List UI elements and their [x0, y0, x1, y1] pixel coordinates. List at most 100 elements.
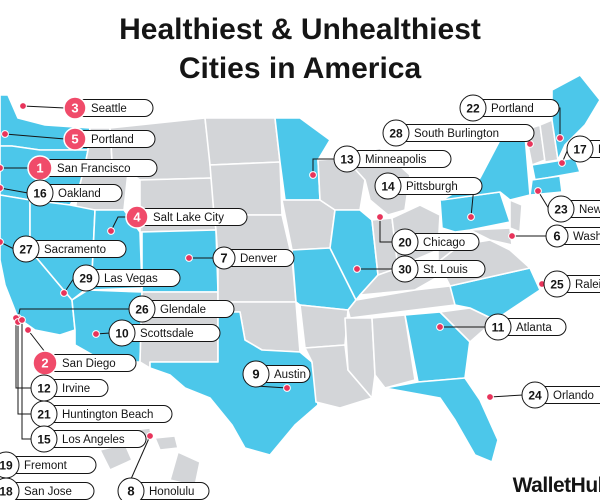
city-dot-st-louis-30 — [353, 265, 361, 273]
city-label-atlanta-11: 11 Atlanta — [484, 313, 567, 341]
city-name: San Francisco — [57, 163, 131, 175]
city-label-salt-lake-city-4: 4 Salt Lake City — [125, 205, 248, 229]
state-hawaii-3 — [154, 435, 179, 451]
rank-number: 19 — [0, 459, 13, 473]
city-label-orlando-24: 24 Orlando — [521, 381, 600, 409]
city-name: St. Louis — [423, 264, 468, 276]
rank-number: 13 — [340, 153, 354, 167]
rank-badge — [484, 313, 512, 341]
map-title-line-1: Healthiest & Unhealthiest — [119, 13, 481, 46]
wallethub-logo: WalletHub — [512, 474, 600, 497]
city-label-chicago-20: 20 Chicago — [391, 228, 480, 256]
rank-badge — [566, 135, 594, 163]
city-dot-seattle-3 — [19, 102, 27, 110]
rank-number: 15 — [37, 433, 51, 447]
city-name: Fremont — [24, 460, 68, 472]
state-maine — [551, 74, 600, 161]
city-dot-pittsburgh-14 — [467, 213, 475, 221]
leader-line-seattle-3 — [22, 105, 66, 109]
city-name: Honolulu — [149, 486, 194, 498]
rank-number: 4 — [133, 210, 141, 225]
leader-line-orlando-24 — [489, 394, 524, 398]
state-arkansas — [299, 304, 349, 349]
city-dot-san-diego-2 — [24, 326, 32, 334]
leader-line-los-angeles-15 — [21, 320, 32, 440]
state-texas — [149, 311, 319, 456]
leader-line-minneapolis-13 — [312, 158, 335, 175]
city-dot-austin-9 — [283, 384, 291, 392]
city-label-los-angeles-15: 15 Los Angeles — [30, 425, 147, 453]
city-label-pittsburgh-14: 14 Pittsburgh — [374, 172, 483, 200]
rank-badge — [0, 477, 20, 500]
city-name: Salt Lake City — [153, 212, 224, 224]
city-label-fremont-19: 19 Fremont — [0, 451, 97, 479]
rank-badge — [12, 235, 40, 263]
city-name: Washi — [573, 231, 600, 243]
rank-badge — [459, 94, 487, 122]
rank-badge — [545, 224, 569, 248]
rank-number: 26 — [135, 303, 149, 317]
city-label-irvine-12: 12 Irvine — [30, 374, 109, 402]
rank-badge — [72, 264, 100, 292]
leader-line-san-diego-2 — [27, 329, 46, 353]
state-mississippi — [344, 317, 376, 399]
map-title-line-2: Cities in America — [178, 52, 422, 85]
city-label-huntington-beach-21: 21 Huntington Beach — [30, 400, 173, 428]
state-new-jersey — [509, 199, 523, 233]
city-label-new-23: 23 New — [547, 195, 600, 223]
city-label-st-louis-30: 30 St. Louis — [391, 255, 486, 283]
city-name: Huntington Beach — [62, 409, 153, 421]
rank-number: 16 — [33, 187, 47, 201]
rank-badge — [212, 246, 236, 270]
state-south-dakota — [209, 161, 283, 216]
city-dot-atlanta-11 — [436, 323, 444, 331]
rank-number: 18 — [0, 485, 13, 499]
city-label-scottsdale-10: 10 Scottsdale — [108, 319, 221, 347]
city-label-portland-5: 5 Portland — [63, 127, 156, 151]
city-name: Seattle — [91, 103, 127, 115]
leader-line-oakland-16 — [0, 187, 29, 194]
state-new-york — [441, 134, 531, 201]
city-dot-denver-7 — [185, 254, 193, 262]
rank-number: 25 — [550, 278, 564, 292]
city-label-south-burlington-28: 28 South Burlington — [382, 119, 535, 147]
rank-number: 9 — [252, 367, 259, 382]
city-name: Chicago — [423, 237, 465, 249]
state-louisiana — [304, 344, 373, 409]
city-label-seattle-3: 3 Seattle — [63, 96, 154, 120]
city-name: Minneapolis — [365, 154, 427, 166]
rank-badge — [30, 425, 58, 453]
rank-badge — [333, 145, 361, 173]
rank-number: 29 — [79, 272, 93, 286]
city-label-sacramento-27: 27 Sacramento — [12, 235, 127, 263]
city-name: Portland — [491, 103, 534, 115]
city-name: B — [598, 144, 600, 156]
city-label-las-vegas-29: 29 Las Vegas — [72, 264, 181, 292]
city-name: Irvine — [62, 383, 90, 395]
city-name: Oakland — [58, 188, 101, 200]
city-name: Orlando — [553, 390, 594, 402]
city-label-san-francisco-1: 1 San Francisco — [27, 155, 158, 181]
rank-number: 12 — [37, 382, 51, 396]
rank-badge — [391, 255, 419, 283]
rank-badge — [117, 477, 145, 500]
state-maryland — [469, 227, 513, 246]
rank-number: 24 — [528, 389, 542, 403]
city-dot-chicago-20 — [376, 213, 384, 221]
city-dot-orlando-24 — [486, 393, 494, 401]
city-dot-minneapolis-13 — [309, 171, 317, 179]
rank-number: 3 — [71, 101, 78, 116]
rank-number: 21 — [37, 408, 51, 422]
rank-number: 17 — [573, 143, 587, 157]
leader-line-portland-5 — [4, 133, 66, 140]
city-name: Portland — [91, 134, 134, 146]
rank-number: 1 — [36, 161, 43, 176]
rank-badge — [521, 381, 549, 409]
state-north-dakota — [204, 117, 281, 166]
rank-number: 28 — [389, 127, 403, 141]
city-name: Las Vegas — [104, 273, 158, 285]
rank-badge — [382, 119, 410, 147]
city-label-ralei-25: 25 Ralei — [543, 270, 600, 298]
city-dot-scottsdale-10 — [92, 330, 100, 338]
city-label-honolulu-8: 8 Honolulu — [117, 477, 210, 500]
